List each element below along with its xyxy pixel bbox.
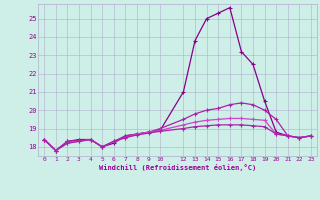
X-axis label: Windchill (Refroidissement éolien,°C): Windchill (Refroidissement éolien,°C) [99,164,256,171]
